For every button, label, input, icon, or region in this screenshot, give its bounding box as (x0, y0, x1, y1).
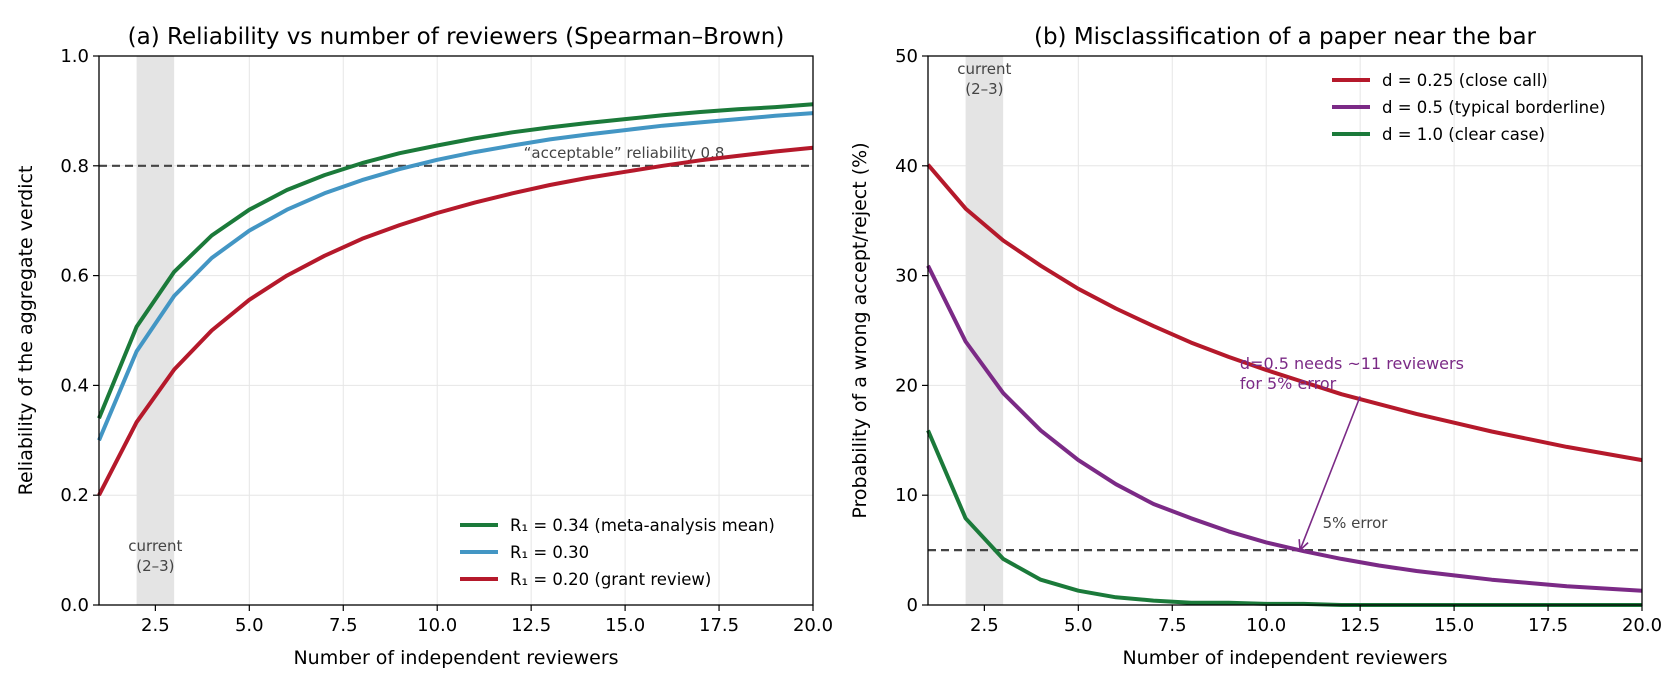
x-tick-label: 15.0 (1434, 615, 1474, 636)
x-tick-label: 10.0 (1246, 615, 1286, 636)
band-label-line1: current (957, 60, 1011, 78)
legend-label-1: R₁ = 0.30 (510, 543, 589, 562)
series-line-2 (926, 429, 1642, 607)
series-line-2 (97, 145, 814, 497)
annotation-text-line1: d=0.5 needs ~11 reviewers (1240, 354, 1464, 373)
x-tick-label: 7.5 (329, 615, 358, 636)
plot-frame (98, 55, 814, 606)
band-label-line2: (2–3) (136, 557, 174, 575)
y-tick-label: 10 (895, 485, 918, 506)
annotation-arrow (1299, 396, 1361, 551)
legend-label-1: d = 0.5 (typical borderline) (1382, 98, 1606, 117)
y-tick-label: 0 (907, 595, 918, 616)
x-axis-label: Number of independent reviewers (293, 647, 618, 669)
reference-line-label: 5% error (1323, 514, 1389, 532)
y-tick-label: 0.0 (60, 595, 89, 616)
x-tick-label: 12.5 (1340, 615, 1380, 636)
reference-line-label: “acceptable” reliability 0.8 (524, 144, 725, 162)
series-line-1 (97, 111, 814, 442)
chart-title: (a) Reliability vs number of reviewers (… (128, 24, 785, 50)
annotation-arrowhead (1298, 539, 1309, 552)
annotation-text-line2: for 5% error (1240, 374, 1337, 393)
y-tick-label: 0.8 (60, 156, 89, 177)
y-tick-label: 1.0 (60, 46, 89, 67)
current-range-band (136, 56, 175, 605)
plot-frame (927, 55, 1643, 606)
x-tick-label: 7.5 (1158, 615, 1187, 636)
x-axis-label: Number of independent reviewers (1122, 647, 1447, 669)
panel-b-misclassification: current (2–3) 5% error d=0.5 needs ~11 revi… (849, 24, 1662, 669)
y-tick-label: 40 (895, 156, 918, 177)
x-tick-label: 10.0 (417, 615, 457, 636)
legend-label-0: d = 0.25 (close call) (1382, 71, 1548, 90)
y-tick-label: 0.4 (60, 375, 89, 396)
x-tick-label: 20.0 (1622, 615, 1662, 636)
x-tick-label: 20.0 (793, 615, 833, 636)
legend-label-0: R₁ = 0.34 (meta-analysis mean) (510, 516, 775, 535)
band-label-line1: current (128, 537, 182, 555)
band-label-line2: (2–3) (965, 80, 1003, 98)
y-axis-label: Reliability of the aggregate verdict (15, 166, 37, 496)
y-tick-label: 30 (895, 266, 918, 287)
series-line-0 (926, 163, 1643, 463)
x-tick-label: 2.5 (141, 615, 170, 636)
x-tick-label: 2.5 (970, 615, 999, 636)
x-tick-label: 17.5 (699, 615, 739, 636)
x-tick-label: 15.0 (605, 615, 645, 636)
y-tick-label: 20 (895, 375, 918, 396)
series-line-1 (926, 264, 1643, 593)
legend-label-2: R₁ = 0.20 (grant review) (510, 570, 711, 589)
y-tick-label: 0.6 (60, 266, 89, 287)
series-line-0 (97, 102, 814, 420)
x-tick-label: 5.0 (235, 615, 264, 636)
x-tick-label: 12.5 (511, 615, 551, 636)
chart-title: (b) Misclassification of a paper near th… (1034, 24, 1537, 50)
y-tick-label: 50 (895, 46, 918, 67)
panel-a-reliability: current (2–3) “acceptable” reliability 0.8… (15, 24, 833, 669)
x-tick-label: 5.0 (1064, 615, 1093, 636)
y-axis-label: Probability of a wrong accept/reject (%) (849, 142, 871, 518)
y-tick-label: 0.2 (60, 485, 89, 506)
legend-label-2: d = 1.0 (clear case) (1382, 125, 1545, 144)
current-range-band (965, 56, 1004, 605)
x-tick-label: 17.5 (1528, 615, 1568, 636)
